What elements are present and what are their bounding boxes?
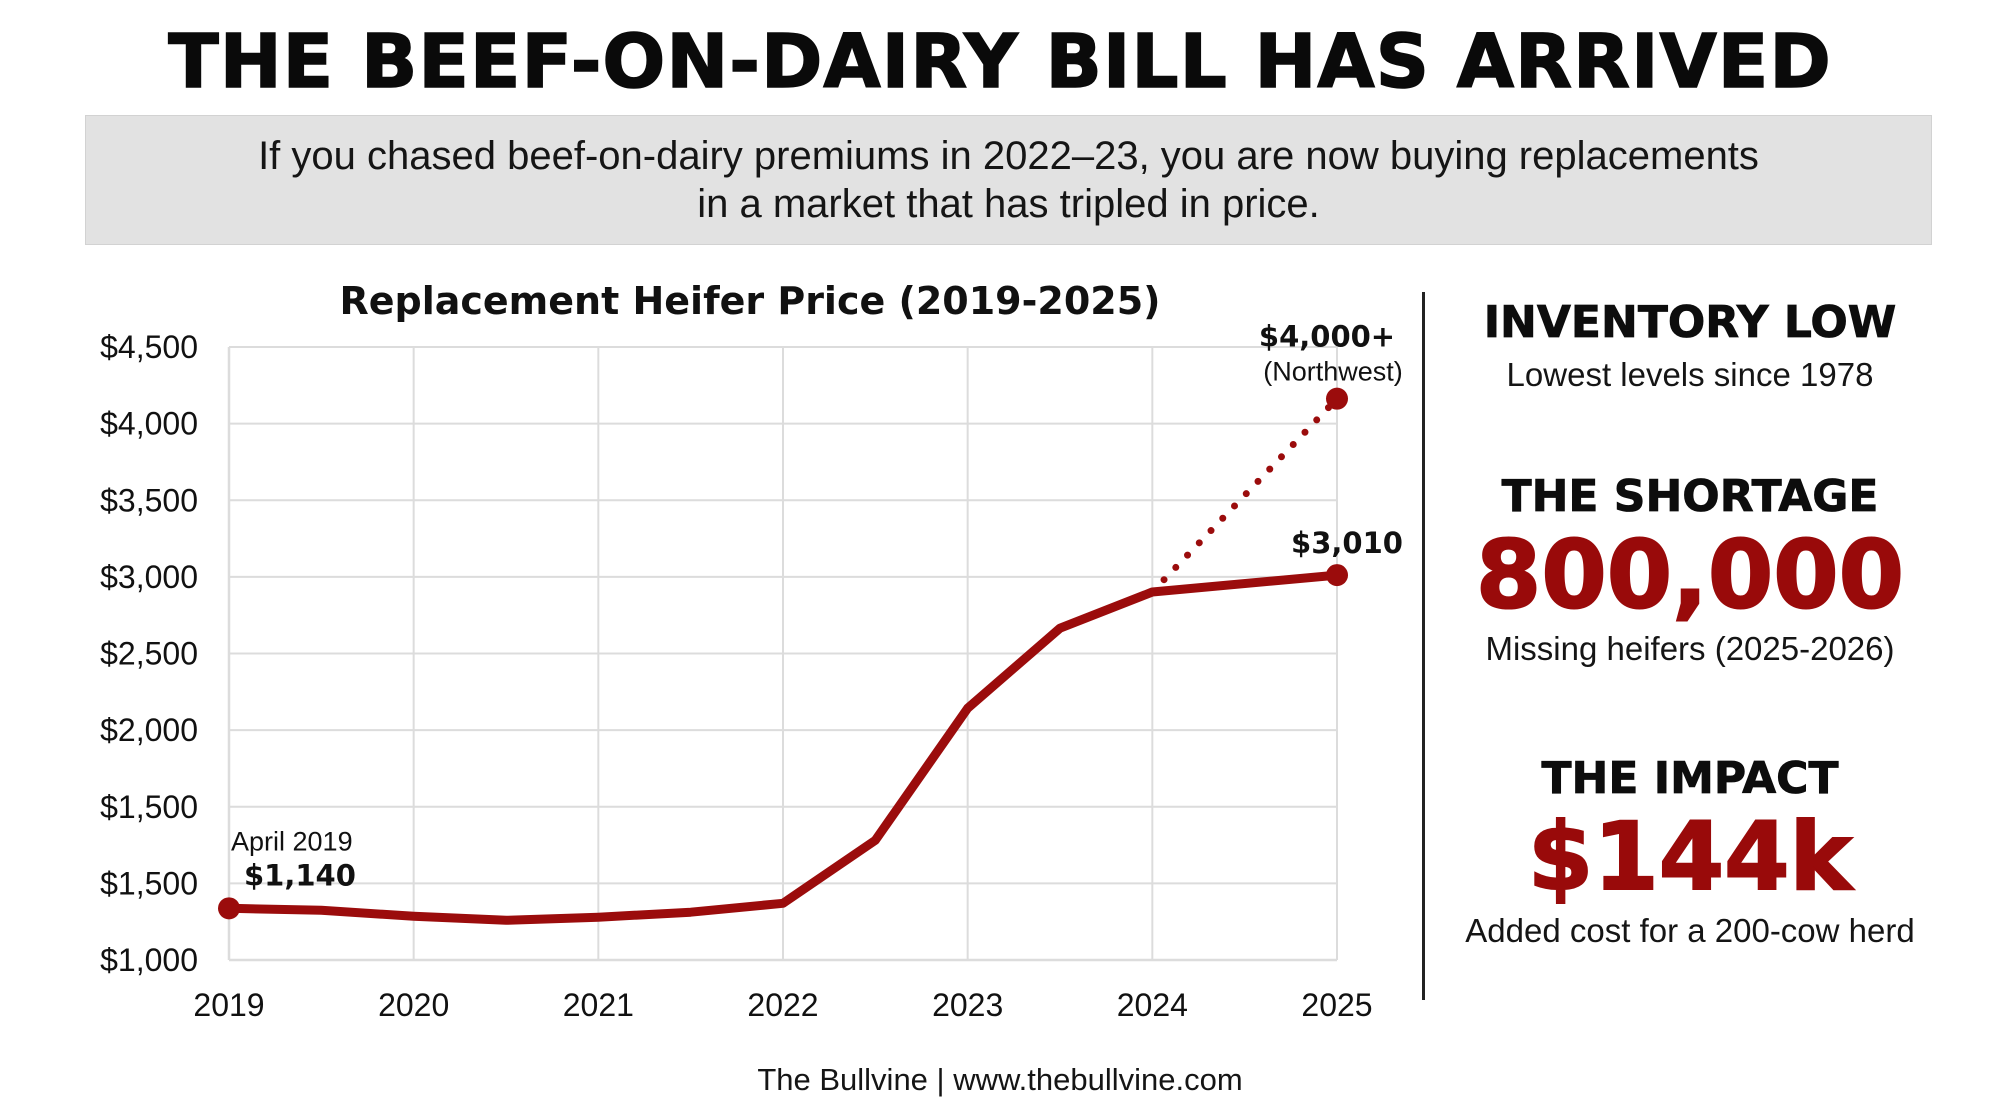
subtitle-line: in a market that has tripled in price. [697,182,1320,226]
chart-annotations: April 2019$1,140 $3,010 $4,000+(Northwest) [218,320,1403,920]
annotation-value: $3,010 [1291,526,1403,560]
data-point-marker [218,897,240,920]
x-tick-label: 2019 [193,987,264,1023]
subtitle-line: If you chased beef-on-dairy premiums in … [258,134,1759,178]
x-tick-label: 2024 [1117,987,1188,1023]
stat-inventory: INVENTORY LOW Lowest levels since 1978 [1430,296,1950,396]
stat-impact: THE IMPACT $144k Added cost for a 200-co… [1430,752,1950,952]
stat-heading: INVENTORY LOW [1483,297,1897,349]
y-tick-label: $1,000 [100,942,198,978]
y-tick-label: $1,500 [100,789,198,825]
stat-caption: Added cost for a 200-cow herd [1465,912,1915,949]
x-tick-label: 2021 [563,987,634,1023]
y-tick-label: $4,500 [100,329,198,365]
chart-title: Replacement Heifer Price (2019-2025) [339,279,1161,323]
stat-caption: Missing heifers (2025-2026) [1485,630,1895,667]
x-tick-label: 2020 [378,987,449,1023]
page-title: THE BEEF-ON-DAIRY BILL HAS ARRIVED [167,19,1832,105]
data-point-marker [1326,387,1348,410]
x-tick-label: 2023 [932,987,1003,1023]
data-point-marker [1326,564,1348,587]
panel-divider [1422,292,1425,1000]
y-tick-label: $1,500 [100,865,198,901]
stat-caption: Lowest levels since 1978 [1506,356,1874,393]
stat-value: 800,000 [1475,521,1905,630]
y-tick-label: $3,000 [100,559,198,595]
annotation-value: $4,000+ [1259,320,1395,354]
y-tick-label: $4,000 [100,406,198,442]
stat-shortage: THE SHORTAGE 800,000 Missing heifers (20… [1430,470,1950,670]
annotation-value: $1,140 [244,858,356,892]
chart-grid [227,346,1338,962]
stat-value: $144k [1527,803,1853,912]
x-axis: 2019 2020 2021 2022 2023 2024 2025 [193,987,1372,1023]
y-tick-label: $2,000 [100,712,198,748]
series-line-price [224,570,1342,925]
series-line-projection [1148,395,1341,596]
stat-heading: THE SHORTAGE [1501,471,1879,523]
stat-heading: THE IMPACT [1541,753,1839,805]
y-axis: $4,500 $4,000 $3,500 $3,000 $2,500 $2,000 $1,5… [100,329,198,978]
x-tick-label: 2025 [1301,987,1372,1023]
y-tick-label: $3,500 [100,482,198,518]
footer-credit: The Bullvine | www.thebullvine.com [757,1062,1243,1097]
chart-series [224,395,1342,925]
y-tick-label: $2,500 [100,636,198,672]
subtitle-banner: If you chased beef-on-dairy premiums in … [85,115,1932,245]
annotation-label: April 2019 [231,826,353,856]
annotation-label: (Northwest) [1263,357,1403,387]
x-tick-label: 2022 [747,987,818,1023]
